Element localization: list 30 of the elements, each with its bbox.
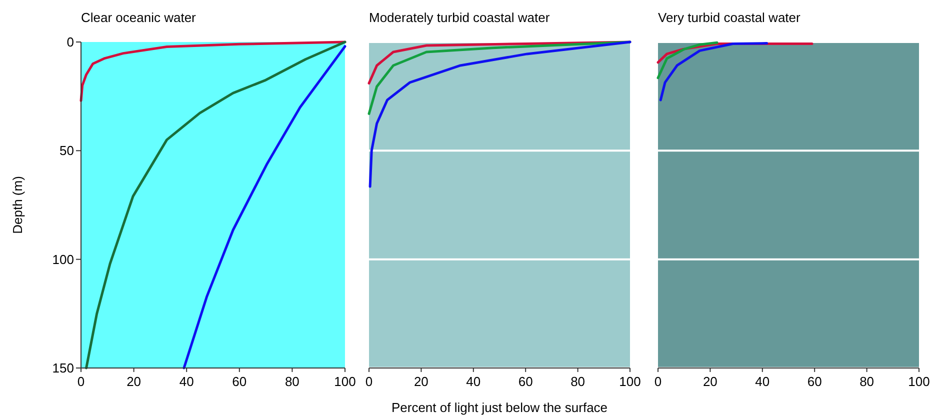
x-tick-label: 80 xyxy=(284,374,300,389)
x-tick-label: 20 xyxy=(414,374,428,389)
x-tick-label: 40 xyxy=(755,374,770,389)
y-axis-title: Depth (m) xyxy=(10,176,25,234)
x-tick-label: 0 xyxy=(77,374,85,389)
chart-title: Clear oceanic water xyxy=(81,10,197,25)
x-tick-label: 20 xyxy=(126,374,142,389)
y-tick-label: 100 xyxy=(52,252,74,267)
line-series xyxy=(80,40,346,102)
x-tick-label: 60 xyxy=(807,374,822,389)
x-tick-label: 100 xyxy=(908,374,930,389)
x-tick-label: 100 xyxy=(334,374,356,389)
y-tick-label: 0 xyxy=(66,34,74,50)
x-tick-label: 20 xyxy=(702,374,718,389)
y-tick-label: 50 xyxy=(60,143,74,158)
x-tick-label: 60 xyxy=(232,374,247,389)
chart-title: Moderately turbid coastal water xyxy=(369,10,550,25)
x-tick-label: 40 xyxy=(179,374,194,389)
x-tick-label: 80 xyxy=(860,374,874,389)
y-tick-label: 150 xyxy=(52,360,74,376)
chart-title: Very turbid coastal water xyxy=(658,10,802,25)
line-series xyxy=(85,40,346,370)
x-tick-label: 60 xyxy=(518,374,533,389)
x-tick-label: 80 xyxy=(570,374,586,389)
x-tick-label: 100 xyxy=(619,374,641,389)
line-series xyxy=(182,45,346,370)
x-tick-label: 0 xyxy=(654,374,662,389)
x-axis-title: Percent of light just below the surface xyxy=(391,400,608,415)
x-tick-label: 40 xyxy=(466,374,481,389)
x-tick-label: 0 xyxy=(365,374,373,389)
